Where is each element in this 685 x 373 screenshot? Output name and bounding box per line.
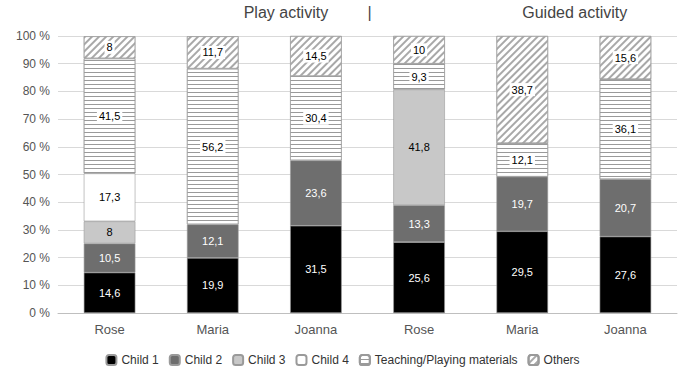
svg-text:Child 4: Child 4 <box>311 353 349 367</box>
svg-text:50 %: 50 % <box>23 168 51 182</box>
svg-text:40 %: 40 % <box>23 195 51 209</box>
svg-text:11,7: 11,7 <box>202 46 223 58</box>
svg-text:19,9: 19,9 <box>202 279 223 291</box>
svg-text:27,6: 27,6 <box>615 269 636 281</box>
svg-text:Play activity: Play activity <box>244 4 328 21</box>
svg-text:Maria: Maria <box>196 322 229 337</box>
svg-text:31,5: 31,5 <box>305 263 326 275</box>
svg-text:8: 8 <box>107 226 113 238</box>
svg-text:20,7: 20,7 <box>615 202 636 214</box>
svg-text:41,8: 41,8 <box>408 141 429 153</box>
svg-text:9,3: 9,3 <box>411 71 426 83</box>
svg-text:Joanna: Joanna <box>604 322 647 337</box>
svg-text:29,5: 29,5 <box>512 266 533 278</box>
svg-text:15,6: 15,6 <box>615 52 636 64</box>
svg-text:10: 10 <box>413 44 425 56</box>
svg-text:Guided activity: Guided activity <box>522 4 627 21</box>
svg-text:100 %: 100 % <box>16 29 50 43</box>
svg-text:Teaching/Playing materials: Teaching/Playing materials <box>375 353 518 367</box>
svg-text:60 %: 60 % <box>23 140 51 154</box>
svg-text:Child 3: Child 3 <box>248 353 286 367</box>
svg-text:14,6: 14,6 <box>99 287 120 299</box>
svg-text:25,6: 25,6 <box>408 272 429 284</box>
svg-text:13,3: 13,3 <box>408 218 429 230</box>
svg-text:|: | <box>367 4 371 21</box>
svg-text:36,1: 36,1 <box>615 123 636 135</box>
svg-text:8: 8 <box>107 41 113 53</box>
svg-text:90 %: 90 % <box>23 57 51 71</box>
svg-text:12,1: 12,1 <box>202 235 223 247</box>
svg-text:Rose: Rose <box>94 322 124 337</box>
svg-text:10,5: 10,5 <box>99 252 120 264</box>
svg-text:0 %: 0 % <box>29 306 50 320</box>
svg-text:19,7: 19,7 <box>512 198 533 210</box>
svg-text:Maria: Maria <box>506 322 539 337</box>
svg-text:17,3: 17,3 <box>99 191 120 203</box>
svg-text:30,4: 30,4 <box>305 112 326 124</box>
svg-text:Others: Others <box>544 353 580 367</box>
svg-text:30 %: 30 % <box>23 223 51 237</box>
svg-text:Child 1: Child 1 <box>121 353 159 367</box>
svg-text:Child 2: Child 2 <box>185 353 223 367</box>
svg-text:70 %: 70 % <box>23 112 51 126</box>
svg-text:38,7: 38,7 <box>512 84 533 96</box>
svg-text:Joanna: Joanna <box>295 322 338 337</box>
svg-text:23,6: 23,6 <box>305 187 326 199</box>
svg-text:80 %: 80 % <box>23 84 51 98</box>
svg-text:41,5: 41,5 <box>99 110 120 122</box>
svg-text:12,1: 12,1 <box>512 154 533 166</box>
svg-text:10 %: 10 % <box>23 278 51 292</box>
svg-text:56,2: 56,2 <box>202 141 223 153</box>
svg-text:14,5: 14,5 <box>305 50 326 62</box>
svg-text:20 %: 20 % <box>23 251 51 265</box>
svg-text:Rose: Rose <box>404 322 434 337</box>
